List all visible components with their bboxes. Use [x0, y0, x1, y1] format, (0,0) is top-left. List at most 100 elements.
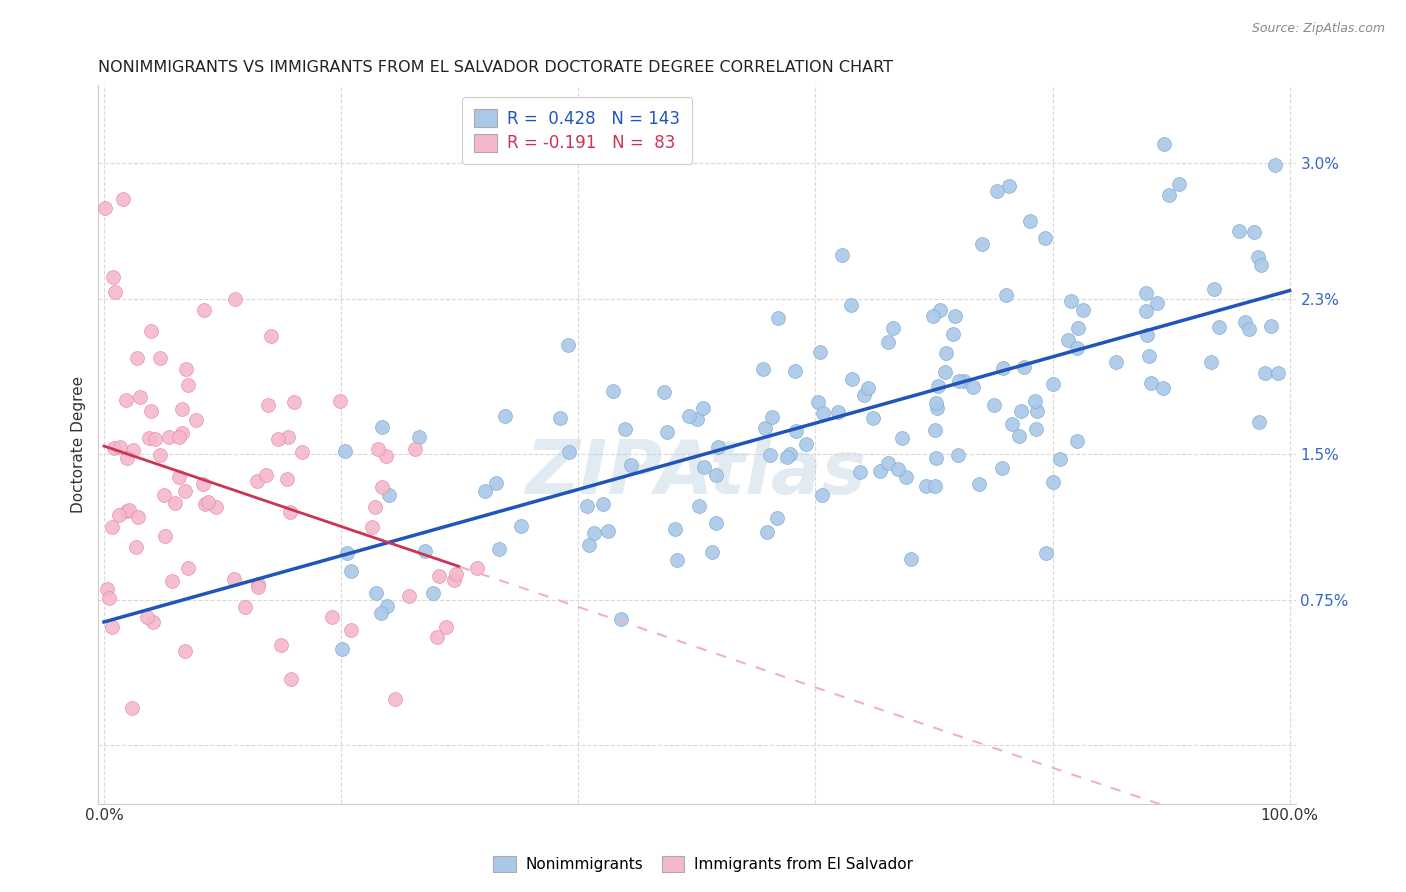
Point [1035, 546, 1057, 560]
Point [1237, 322, 1260, 336]
Point [335, 443, 357, 458]
Point [114, 393, 136, 408]
Point [1267, 366, 1289, 380]
Point [121, 701, 143, 715]
Point [887, 461, 910, 475]
Point [100, 520, 122, 534]
Point [398, 590, 420, 604]
Point [1233, 315, 1256, 329]
Text: Source: ZipAtlas.com: Source: ZipAtlas.com [1251, 22, 1385, 36]
Point [807, 395, 830, 409]
Point [707, 440, 730, 454]
Point [141, 324, 163, 338]
Point [766, 510, 789, 524]
Point [1066, 341, 1088, 355]
Point [1026, 404, 1049, 418]
Point [110, 441, 132, 455]
Point [752, 361, 775, 376]
Point [340, 565, 363, 579]
Text: ZIPAtlas: ZIPAtlas [526, 437, 868, 510]
Point [1066, 434, 1088, 449]
Point [404, 442, 426, 456]
Point [509, 519, 531, 533]
Point [321, 610, 343, 624]
Point [1250, 258, 1272, 272]
Point [700, 545, 723, 559]
Point [427, 569, 450, 583]
Point [104, 285, 127, 299]
Point [785, 364, 807, 378]
Point [162, 574, 184, 588]
Point [841, 372, 863, 386]
Point [142, 615, 165, 629]
Point [173, 483, 195, 498]
Point [270, 638, 292, 652]
Point [361, 520, 384, 534]
Point [186, 413, 208, 427]
Legend: R =  0.428   N = 143, R = -0.191   N =  83: R = 0.428 N = 143, R = -0.191 N = 83 [463, 97, 692, 164]
Point [1067, 321, 1090, 335]
Point [1247, 415, 1270, 429]
Point [484, 476, 506, 491]
Point [1105, 354, 1128, 368]
Point [280, 505, 302, 519]
Point [1010, 404, 1032, 418]
Point [197, 495, 219, 509]
Point [371, 419, 394, 434]
Point [103, 441, 125, 455]
Point [759, 448, 782, 462]
Point [934, 365, 956, 379]
Point [558, 445, 581, 459]
Point [953, 374, 976, 388]
Point [374, 450, 396, 464]
Point [377, 488, 399, 502]
Point [785, 424, 807, 438]
Point [174, 362, 197, 376]
Point [118, 503, 141, 517]
Point [831, 248, 853, 262]
Point [191, 477, 214, 491]
Point [811, 406, 834, 420]
Point [266, 432, 288, 446]
Point [1033, 231, 1056, 245]
Point [163, 496, 186, 510]
Point [371, 480, 394, 494]
Point [891, 431, 914, 445]
Point [943, 309, 966, 323]
Point [204, 500, 226, 515]
Point [664, 522, 686, 536]
Point [1140, 376, 1163, 390]
Point [972, 236, 994, 251]
Point [340, 624, 363, 638]
Point [125, 541, 148, 555]
Point [167, 469, 190, 483]
Point [375, 599, 398, 613]
Point [474, 483, 496, 498]
Point [93, 201, 115, 215]
Point [1008, 429, 1031, 443]
Point [991, 461, 1014, 475]
Point [1025, 422, 1047, 436]
Point [434, 620, 457, 634]
Point [257, 398, 280, 412]
Point [1136, 328, 1159, 343]
Point [128, 390, 150, 404]
Point [877, 334, 900, 349]
Point [896, 470, 918, 484]
Point [367, 442, 389, 456]
Point [233, 599, 256, 614]
Point [1208, 320, 1230, 334]
Point [413, 544, 436, 558]
Point [247, 577, 270, 591]
Point [153, 488, 176, 502]
Point [283, 395, 305, 409]
Point [1199, 355, 1222, 369]
Point [693, 459, 716, 474]
Point [329, 393, 352, 408]
Point [761, 409, 783, 424]
Point [177, 377, 200, 392]
Point [336, 546, 359, 560]
Point [247, 580, 270, 594]
Point [1001, 417, 1024, 432]
Legend: Nonimmigrants, Immigrants from El Salvador: Nonimmigrants, Immigrants from El Salvad… [485, 848, 921, 880]
